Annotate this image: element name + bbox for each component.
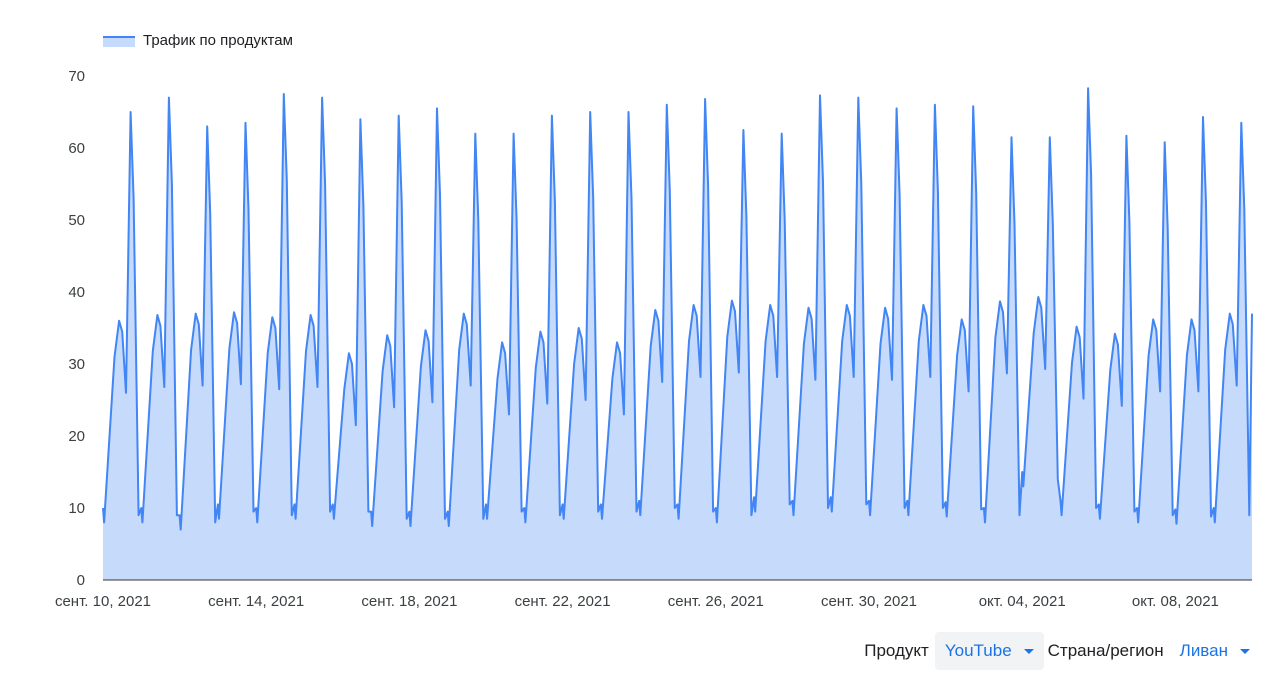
x-tick-label: сент. 22, 2021 — [515, 593, 611, 610]
y-tick-label: 20 — [68, 428, 85, 445]
chevron-down-icon — [1240, 648, 1250, 654]
series-area — [103, 88, 1252, 580]
x-tick-label: сент. 30, 2021 — [821, 593, 917, 610]
y-tick-label: 60 — [68, 140, 85, 157]
chart-area: Трафик по продуктам 0 10 20 30 40 50 60 70 сент.… — [55, 32, 1253, 610]
y-tick-label: 70 — [68, 68, 85, 85]
product-value: YouTube — [944, 641, 1012, 660]
y-tick-label: 10 — [68, 500, 85, 517]
region-value: Ливан — [1179, 641, 1228, 660]
product-label: Продукт — [864, 641, 929, 660]
y-tick-label: 50 — [68, 212, 85, 229]
y-tick-label: 40 — [68, 284, 85, 301]
x-tick-label: сент. 10, 2021 — [55, 593, 151, 610]
legend-swatch — [103, 36, 135, 47]
legend-label: Трафик по продуктам — [143, 32, 293, 49]
y-tick-label: 0 — [77, 572, 85, 589]
filter-controls: Продукт YouTube Страна/регион Ливан — [860, 632, 1260, 670]
x-tick-label: окт. 04, 2021 — [979, 593, 1066, 610]
x-tick-label: сент. 26, 2021 — [668, 593, 764, 610]
legend: Трафик по продуктам — [103, 32, 293, 49]
region-label: Страна/регион — [1047, 641, 1164, 660]
x-tick-label: сент. 18, 2021 — [361, 593, 457, 610]
product-dropdown[interactable]: YouTube — [934, 632, 1044, 670]
y-tick-label: 30 — [68, 356, 85, 373]
chevron-down-icon — [1023, 648, 1034, 654]
x-tick-label: сент. 14, 2021 — [208, 593, 304, 610]
x-tick-label: окт. 08, 2021 — [1132, 593, 1219, 610]
series-line — [102, 87, 1253, 531]
traffic-chart: 0 10 20 30 40 50 60 70 сент. 10, 2021 сент. 14, 2… — [55, 68, 1253, 610]
region-dropdown[interactable]: Ливан — [1170, 632, 1260, 670]
